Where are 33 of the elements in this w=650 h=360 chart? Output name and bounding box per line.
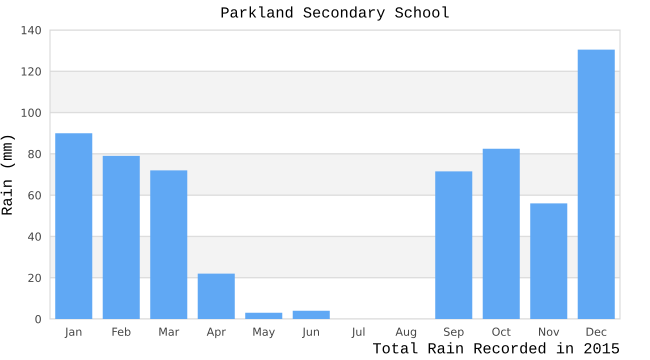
x-tick-label: Apr [206,328,226,338]
y-tick-label: 140 [22,26,41,34]
x-tick-label: Feb [112,327,130,336]
x-tick-label: Mar [159,328,180,336]
bar [292,310,330,319]
x-tick-label: May [253,328,275,338]
x-tick-label: Jan [64,328,82,338]
x-tick-label: Jul [351,327,364,338]
y-tick-label: 20 [28,274,41,282]
bar [245,312,282,319]
y-tick-label: 120 [22,67,41,76]
bar [482,148,520,319]
x-axis-title: Total Rain Recorded in 2015 [373,342,620,354]
y-tick-label: 100 [22,108,41,117]
x-tick-label: Dec [586,328,606,336]
bar [55,133,92,319]
x-tick-label: Jun [302,328,319,338]
bar [150,170,188,319]
x-tick-label: Oct [492,328,511,336]
bar [102,156,140,319]
y-tick-label: 40 [28,232,41,241]
y-tick-label: 0 [35,314,41,324]
y-tick-label: 80 [28,150,41,158]
y-axis-title: Rain (mm) [0,136,15,215]
bar [435,171,472,319]
bar [578,50,615,319]
y-tick-label: 60 [28,191,41,200]
bar [530,203,568,319]
chart-title: Parkland Secondary School [222,6,449,21]
x-tick-label: Nov [538,328,560,336]
x-tick-label: Sep [444,328,464,338]
x-tick-label: Aug [395,328,416,338]
bar [198,274,235,319]
